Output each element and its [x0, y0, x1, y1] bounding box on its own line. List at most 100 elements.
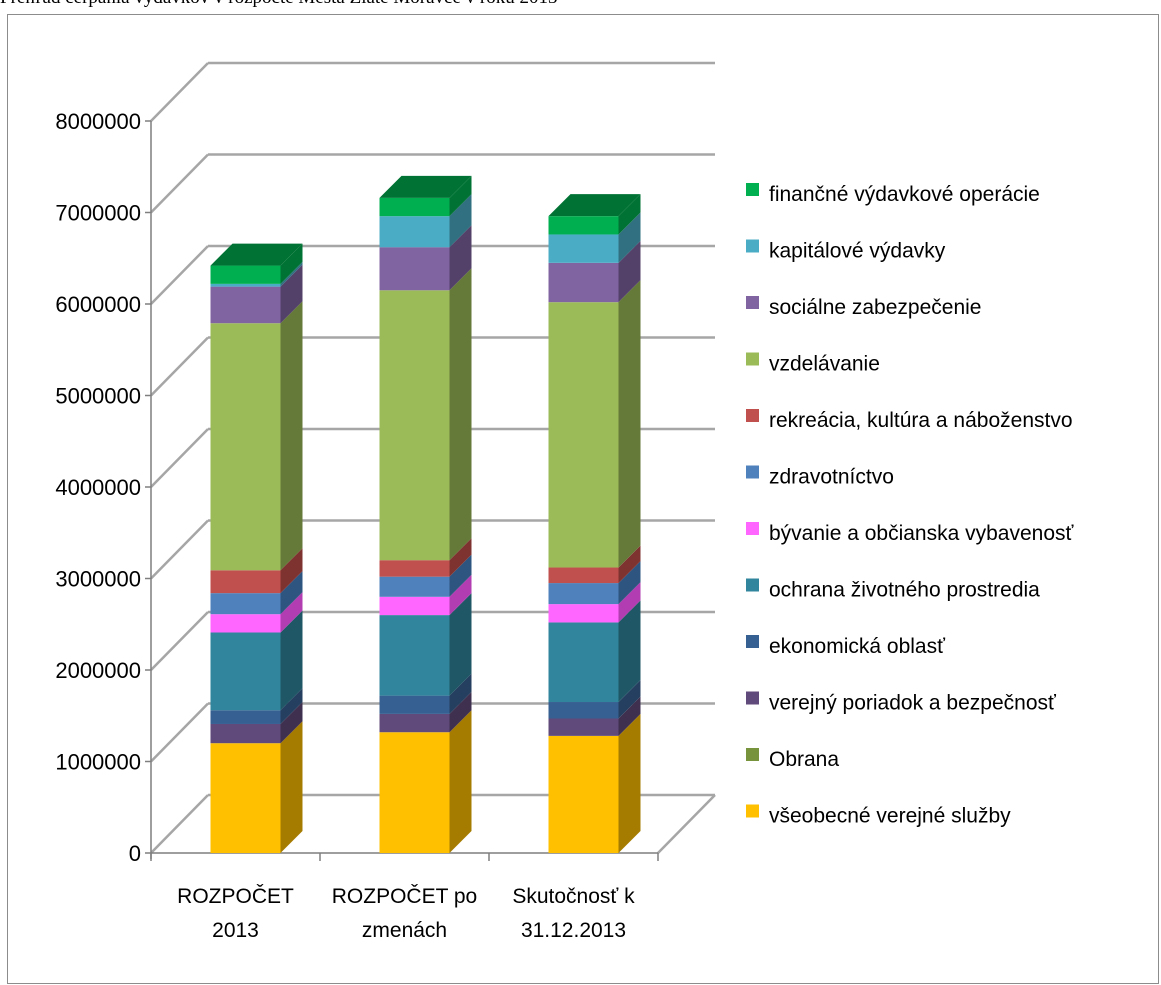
bar-segment-front [548, 718, 619, 736]
bar-segment-front [210, 323, 281, 571]
page-title: Prehľad čerpania výdavkov v rozpočte Mes… [0, 0, 557, 9]
bar-segment-side [449, 710, 472, 853]
x-category-label: ROZPOČET [177, 885, 294, 908]
bar-segment-side [618, 280, 641, 568]
bar-segment-front [210, 283, 281, 287]
stacked-3d-column-chart: 0 1000000 2000000 3000000 4000000 5000000 6000… [55, 61, 1075, 942]
bar-segment-front [548, 234, 619, 263]
bar-segment-front [379, 713, 450, 733]
y-tick-label: 1000000 [55, 750, 141, 775]
bar-segment-front [548, 583, 619, 605]
gridline-diagonal [150, 62, 209, 122]
y-tick-label: 2000000 [55, 658, 141, 683]
bar-segment-front [379, 732, 450, 853]
bar-segment-side [618, 545, 641, 584]
bar-segment-side [280, 721, 303, 853]
legend-label: zdravotníctvo [769, 466, 894, 489]
bar-segment-front [379, 290, 450, 561]
legend-swatch [746, 522, 759, 535]
bar-segment-side [618, 212, 641, 263]
legend-label: Obrana [769, 748, 839, 771]
x-category-label: Skutočnosť k [512, 885, 635, 908]
bar-segment-side [280, 264, 303, 324]
legend-swatch [746, 296, 759, 309]
bar-segment-side [449, 691, 472, 733]
bar-segment-front [548, 604, 619, 623]
bar-segment-front [379, 596, 450, 616]
bar-segment-front [379, 576, 450, 597]
bar-segment-front [210, 570, 281, 594]
bar-segment-side [449, 225, 472, 291]
bar-segment-side [280, 610, 303, 711]
bar-segment-side [449, 538, 472, 577]
bar-segment-side [449, 175, 472, 217]
bar-segment-side [618, 194, 641, 235]
legend-label: verejný poriadok a bezpečnosť [769, 692, 1057, 715]
legend-label: všeobecné verejné služby [769, 805, 1011, 828]
bar-segment-front [548, 735, 619, 853]
bar-top [379, 175, 472, 198]
gridline-diagonal [150, 611, 209, 671]
bar-segment-side [449, 593, 472, 696]
gridline-diagonal [150, 428, 209, 488]
bar-segment-front [379, 615, 450, 696]
bar-segment-side [618, 696, 641, 736]
bar-segment-front [210, 710, 281, 724]
bar-segment-side [618, 240, 641, 303]
legend-swatch [746, 748, 759, 761]
gridline-diagonal [150, 153, 209, 214]
bar-segment-side [280, 301, 303, 571]
x-category-label: zmenách [362, 919, 447, 942]
bar-segment-side [449, 554, 472, 597]
bar-segment-side [280, 688, 303, 724]
bar-segment-side [449, 673, 472, 714]
legend-label: rekreácia, kultúra a náboženstvo [769, 409, 1073, 432]
floor-edge [657, 794, 716, 854]
bar-segment-front [379, 197, 450, 217]
y-tick-label: 7000000 [55, 201, 141, 226]
legend-label: ochrana životného prostredia [769, 579, 1040, 602]
chart-frame: 0 1000000 2000000 3000000 4000000 5000000 6000… [7, 14, 1159, 984]
y-tick-label: 3000000 [55, 567, 141, 592]
bar-segment-front [210, 286, 281, 324]
bar-segment-side [618, 600, 641, 703]
legend-swatch [746, 352, 759, 366]
legend-swatch [746, 691, 759, 705]
y-tick-label: 8000000 [55, 109, 141, 134]
bar-segment-front [210, 593, 281, 615]
legend-label: kapitálové výdavky [769, 240, 946, 263]
bar-segment-side [280, 571, 303, 615]
x-category-label: 31.12.2013 [521, 919, 626, 942]
gridline-diagonal [150, 794, 209, 854]
legend-swatch [746, 239, 759, 253]
bar-top [210, 243, 303, 266]
legend-swatch [746, 804, 759, 818]
bar-segment-side [280, 261, 303, 287]
bar-segment-side [449, 574, 472, 616]
bar-segment-front [210, 632, 281, 711]
bar-segment-side [618, 561, 641, 605]
legend-swatch [746, 409, 759, 422]
bar-segment-front [548, 262, 619, 303]
gridline-diagonal [150, 245, 209, 305]
legend-swatch [746, 635, 759, 648]
bar-segment-front [210, 743, 281, 853]
bar-segment-front [548, 567, 619, 584]
bar-segment-front [379, 216, 450, 248]
legend-label: finančné výdavkové operácie [769, 183, 1040, 206]
legend-swatch [746, 578, 759, 592]
gridline-diagonal [150, 519, 209, 580]
y-tick-label: 0 [129, 841, 141, 866]
y-tick-label: 5000000 [55, 384, 141, 409]
bar-segment-side [449, 268, 472, 561]
bar-segment-side [618, 582, 641, 623]
bar-segment-front [548, 216, 619, 235]
bar-segment-front [379, 560, 450, 577]
bar-segment-side [449, 194, 472, 248]
bar-segment-front [210, 723, 281, 744]
bar-segment-front [210, 614, 281, 633]
legend-label: ekonomická oblasť [769, 635, 946, 658]
legend-label: vzdelávanie [769, 353, 880, 376]
y-tick-label: 4000000 [55, 475, 141, 500]
bar-segment-side [280, 548, 303, 594]
